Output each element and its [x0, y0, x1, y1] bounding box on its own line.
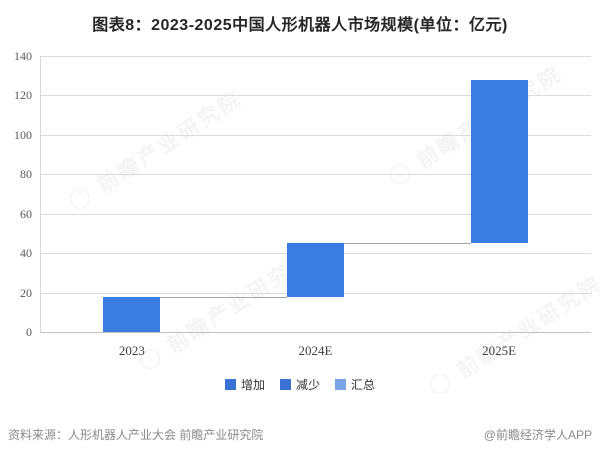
gridline-140 [40, 56, 591, 57]
watermark-text: ◯ 前瞻产业研究院 [65, 86, 247, 216]
gridline-100 [40, 134, 591, 136]
y-axis-tick-60: 60 [20, 206, 32, 221]
connector-2024E [344, 242, 471, 244]
legend-label: 增加 [240, 378, 265, 392]
legend-label: 减少 [295, 378, 320, 392]
y-axis-line [40, 56, 41, 332]
credit-text: @前瞻经济学人APP [483, 428, 592, 442]
x-axis-label-2025E: 2025E [482, 343, 517, 358]
y-axis-tick-0: 0 [26, 325, 32, 339]
gridline-120 [40, 95, 591, 97]
legend-label: 汇总 [351, 378, 376, 392]
bar-2024E [287, 242, 344, 298]
legend-swatch-icon [224, 379, 236, 390]
gridline-0 [40, 332, 591, 333]
footer: 资料来源：人形机器人产业大会 前瞻产业研究院 @前瞻经济学人APP [8, 426, 592, 443]
y-axis-tick-140: 140 [14, 49, 32, 63]
y-axis-tick-40: 40 [20, 246, 32, 261]
gridline-80 [40, 174, 591, 176]
legend-item-1: 增加 [224, 376, 265, 393]
legend-swatch-icon [279, 379, 291, 390]
connector-2023 [160, 297, 287, 299]
chart-title: 图表8：2023-2025中国人形机器人市场规模(单位：亿元) [92, 17, 508, 34]
bar-2025E [470, 80, 528, 243]
legend-swatch-icon [335, 379, 346, 390]
y-axis-tick-100: 100 [14, 127, 32, 142]
bar-2023 [103, 297, 161, 332]
x-axis-label-2023: 2023 [118, 343, 145, 358]
gridline-60 [40, 213, 591, 215]
x-axis-label-2024E: 2024E [298, 343, 333, 358]
source-text: 资料来源：人形机器人产业大会 前瞻产业研究院 [8, 428, 264, 442]
legend-item-3: 汇总 [335, 376, 375, 393]
y-axis-tick-20: 20 [20, 285, 32, 300]
y-axis-tick-80: 80 [20, 167, 32, 182]
legend-item-2: 减少 [279, 376, 320, 393]
legend: 增加 减少 汇总 [0, 376, 600, 393]
y-axis-tick-120: 120 [14, 88, 32, 103]
